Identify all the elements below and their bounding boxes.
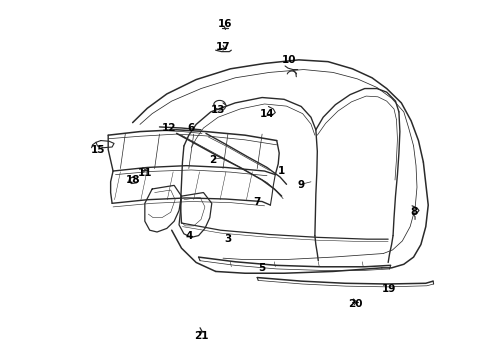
Text: 20: 20	[348, 299, 362, 309]
Text: 6: 6	[188, 123, 195, 133]
Text: 10: 10	[282, 55, 296, 65]
Text: 8: 8	[410, 207, 417, 217]
Text: 12: 12	[162, 123, 176, 133]
Text: 14: 14	[260, 109, 274, 119]
Text: 13: 13	[211, 105, 225, 115]
Text: 9: 9	[297, 180, 305, 190]
Text: 11: 11	[138, 168, 152, 178]
Text: 5: 5	[259, 263, 266, 273]
Text: 18: 18	[125, 175, 140, 185]
Text: 7: 7	[253, 197, 261, 207]
Text: 4: 4	[185, 231, 193, 240]
Text: 17: 17	[216, 42, 230, 52]
Text: 2: 2	[210, 155, 217, 165]
Text: 21: 21	[194, 331, 208, 341]
Text: 16: 16	[218, 19, 233, 29]
Text: 3: 3	[224, 234, 231, 244]
Text: 15: 15	[91, 144, 106, 154]
Text: 1: 1	[278, 166, 285, 176]
Text: 19: 19	[382, 284, 396, 294]
